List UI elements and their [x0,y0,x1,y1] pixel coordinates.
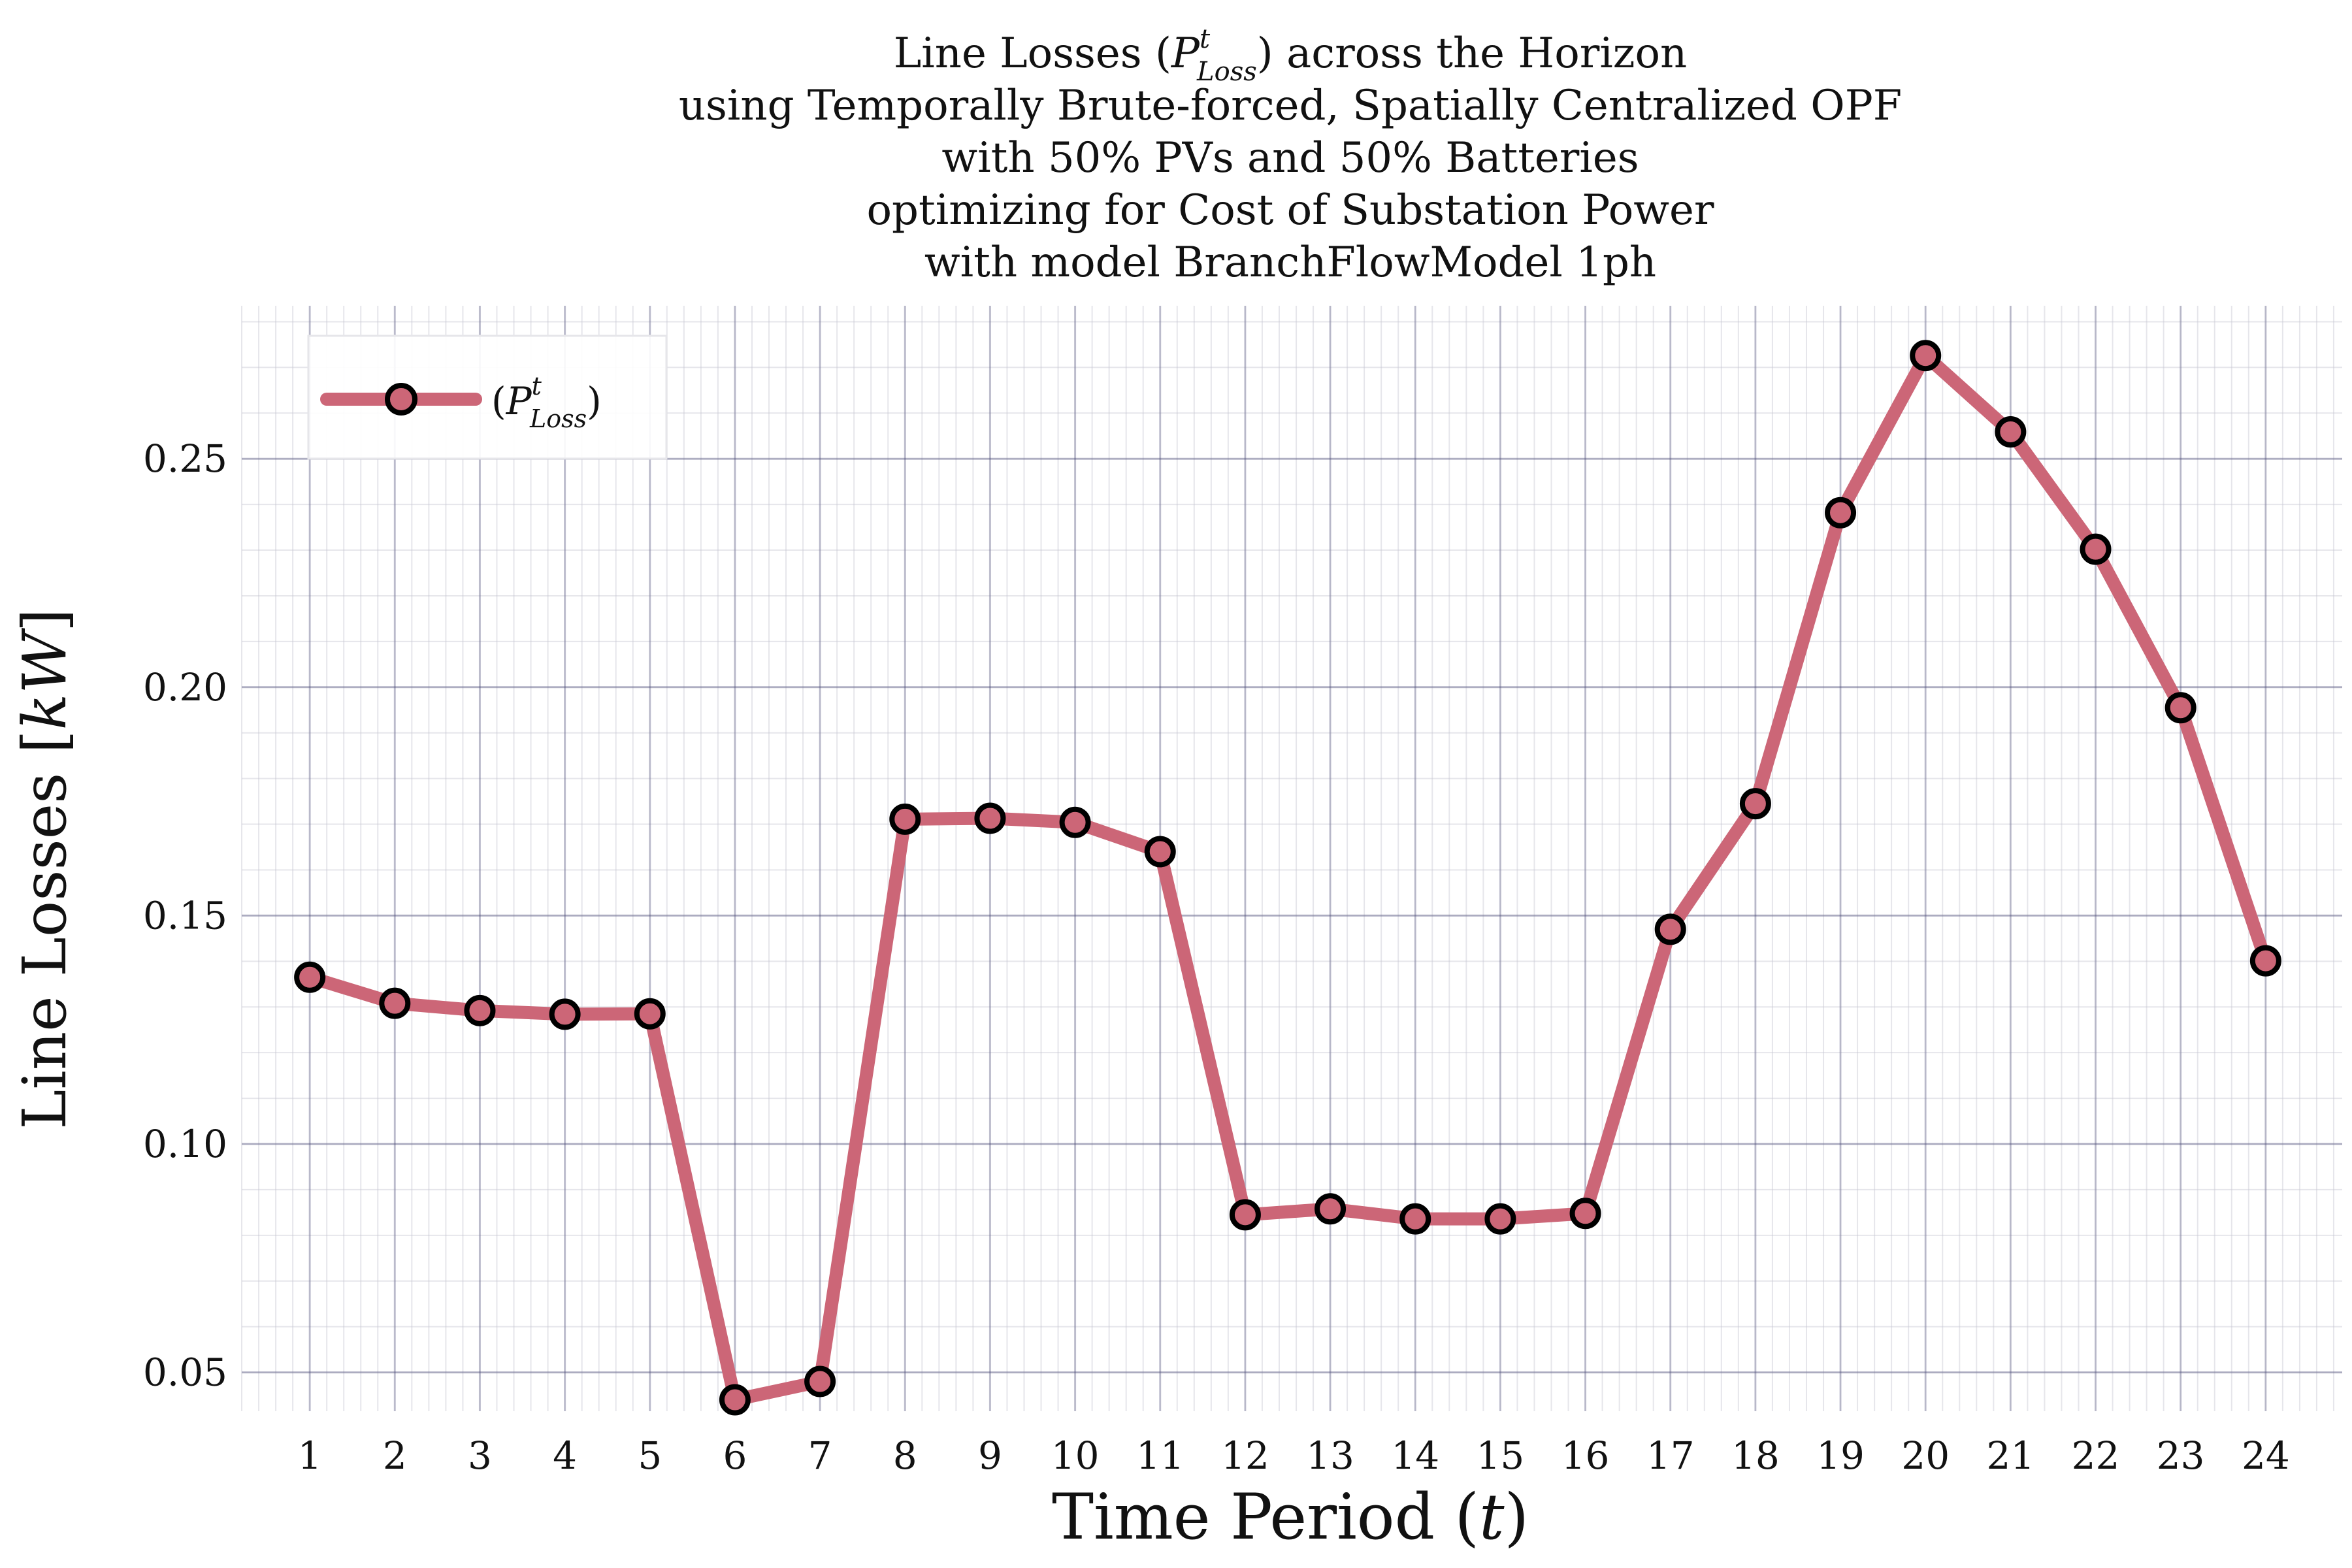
data-point [1654,913,1686,945]
y-tick-label: 0.10 [143,1122,227,1166]
x-tick-label: 16 [1561,1433,1610,1478]
x-tick-label: 14 [1391,1433,1439,1478]
x-tick-label: 9 [978,1433,1002,1478]
x-tick-label: 18 [1731,1433,1780,1478]
title-line-1: Line Losses (Pt Loss) across the Horizon [894,24,1688,87]
legend: (Pt Loss) [307,335,668,460]
title-line-5: with model BranchFlowModel 1ph [924,238,1656,287]
y-tick-label: 0.05 [143,1350,227,1395]
x-axis-ticks: 1 2 3 4 5 6 7 8 9 10 11 12 13 14 15 16 17 18 19 20 21 22 23 24 [298,1433,2290,1478]
x-tick-label: 4 [553,1433,577,1478]
x-tick-label: 22 [2072,1433,2120,1478]
x-tick-label: 2 [383,1433,407,1478]
x-tick-label: 13 [1306,1433,1354,1478]
data-point [2080,533,2112,565]
y-tick-label: 0.20 [143,665,227,710]
series-markers [294,340,2281,1416]
y-axis-ticks: 0.05 0.10 0.15 0.20 0.25 [143,436,227,1394]
x-tick-label: 12 [1221,1433,1269,1478]
x-tick-label: 6 [723,1433,747,1478]
data-point [2249,945,2281,977]
data-point [889,803,921,835]
data-point [379,987,411,1019]
data-point [1910,340,1942,372]
x-tick-label: 10 [1051,1433,1100,1478]
data-point [634,998,666,1030]
x-tick-label: 20 [1901,1433,1950,1478]
data-point [549,998,581,1030]
data-point [1399,1203,1431,1235]
data-point [804,1365,836,1397]
x-tick-label: 8 [893,1433,917,1478]
data-point [1825,497,1857,529]
x-tick-label: 15 [1476,1433,1524,1478]
data-point [1229,1199,1261,1231]
x-tick-label: 19 [1816,1433,1865,1478]
data-point [1739,788,1771,820]
x-tick-label: 3 [468,1433,492,1478]
y-axis-label: Line Losses [kW] [10,608,80,1129]
data-point [974,802,1006,834]
title-line-2: using Temporally Brute-forced, Spatially… [679,82,1902,130]
data-point [464,994,496,1026]
title-line-3: with 50% PVs and 50% Batteries [941,134,1639,182]
data-point [1144,836,1176,868]
legend-label: (Pt Loss) [491,372,602,433]
data-point [1995,416,2027,448]
legend-marker-swatch [385,383,417,416]
x-tick-label: 24 [2242,1433,2290,1478]
major-grid [242,306,2342,1411]
data-point [719,1384,751,1416]
data-point [1315,1193,1347,1225]
title-line-4: optimizing for Cost of Substation Power [867,186,1714,235]
y-tick-label: 0.25 [143,436,227,481]
x-tick-label: 23 [2157,1433,2205,1478]
data-point [294,961,326,993]
minor-grid [241,306,2342,1411]
series-line [303,349,2272,1407]
data-point [1484,1203,1516,1235]
x-tick-label: 5 [638,1433,662,1478]
data-point [1059,806,1091,838]
y-tick-label: 0.15 [143,893,227,938]
data-point [2164,692,2197,724]
x-tick-label: 1 [298,1433,322,1478]
chart-title: Line Losses (Pt Loss) across the Horizon … [679,24,1902,287]
x-tick-label: 21 [1986,1433,2034,1478]
x-tick-label: 7 [808,1433,832,1478]
x-tick-label: 11 [1136,1433,1184,1478]
data-point [1569,1198,1601,1230]
x-axis-label: Time Period (t) [1052,1480,1529,1554]
x-tick-label: 17 [1646,1433,1695,1478]
